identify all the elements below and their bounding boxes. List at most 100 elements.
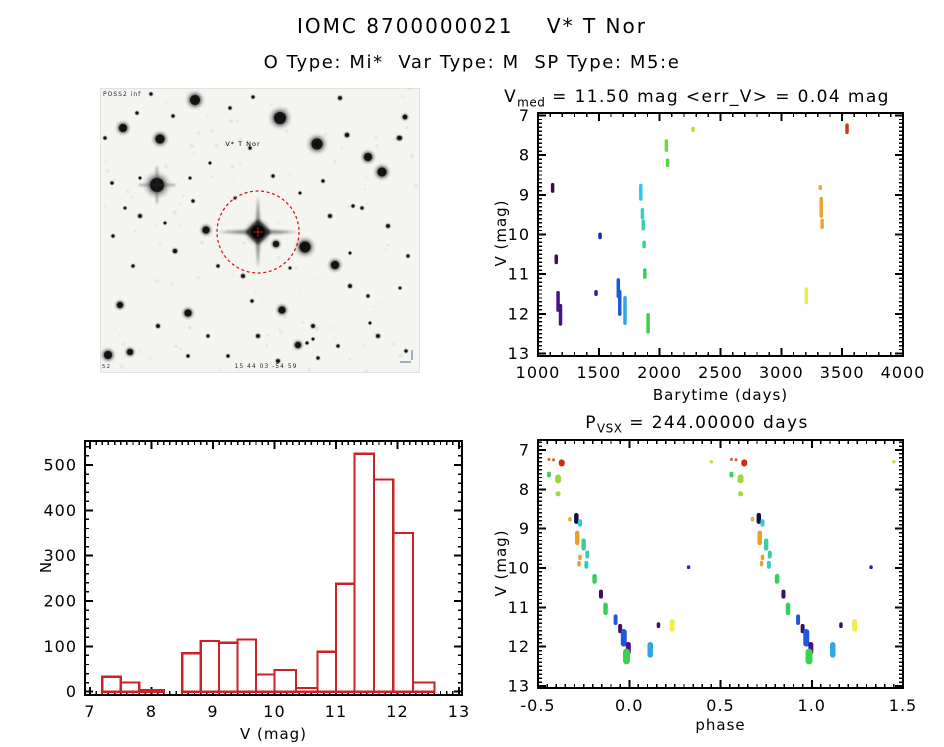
y-tick-label: 100 [43, 637, 77, 656]
y-tick-label: 10 [508, 558, 530, 577]
lightcurve-plot: 1000 1500 2000 2500 3000 3500 4000 7 8 9 10 11 12 13 [508, 106, 925, 382]
noise-speck [302, 217, 305, 220]
data-mark [603, 602, 608, 616]
star-core [138, 214, 142, 218]
noise-speck [407, 88, 413, 91]
noise-speck [266, 333, 270, 337]
noise-speck [210, 175, 214, 178]
y-tick-label: 9 [519, 519, 530, 538]
lightcurve-ylabel: V (mag) [492, 199, 510, 267]
data-mark [892, 460, 896, 464]
star-core [135, 111, 139, 115]
noise-speck [231, 180, 234, 183]
star-core [184, 309, 192, 317]
star-core [328, 214, 332, 218]
x-tick-label: 0.0 [615, 696, 643, 715]
y-tick-label: 10 [508, 225, 530, 244]
star-core [271, 174, 275, 178]
noise-speck [214, 143, 219, 148]
y-tick-label: 13 [508, 344, 530, 363]
star-core [149, 92, 153, 96]
star-core [360, 206, 364, 210]
star-core [278, 306, 286, 314]
noise-speck [366, 202, 369, 205]
noise-speck [287, 173, 292, 178]
star-core [256, 334, 260, 338]
star-core [156, 324, 160, 328]
data-mark [869, 565, 873, 570]
noise-speck [138, 349, 143, 354]
data-mark [767, 550, 772, 559]
x-tick-label: 1000 [516, 363, 561, 382]
y-tick-label: 11 [508, 265, 530, 284]
data-mark [555, 491, 561, 497]
noise-speck [254, 290, 257, 293]
star-core [131, 264, 135, 268]
data-mark [598, 232, 602, 240]
data-mark [577, 560, 581, 567]
star-core [171, 114, 175, 118]
data-mark [665, 158, 670, 168]
star-core [366, 294, 370, 298]
coord-label: 15 44 03 -54 59 [235, 363, 298, 370]
hist-bar [181, 652, 202, 693]
x-tick-label: 10 [263, 702, 285, 721]
star-core [311, 337, 315, 341]
data-mark [642, 240, 646, 249]
noise-speck [200, 240, 205, 245]
y-tick-label: 300 [43, 546, 77, 565]
data-mark [759, 560, 764, 567]
data-mark [647, 641, 653, 658]
star-core [216, 264, 220, 268]
data-mark [639, 183, 643, 201]
data-mark [558, 459, 565, 467]
noise-speck [209, 129, 214, 133]
y-tick-label: 9 [519, 185, 530, 204]
data-mark [585, 550, 590, 559]
star-core [241, 274, 245, 278]
data-mark [574, 530, 580, 546]
hist-bar [273, 668, 298, 693]
y-tick-label: 200 [43, 592, 77, 611]
lightcurve-xlabel: Barytime (days) [652, 386, 789, 404]
star-core [311, 138, 323, 150]
noise-speck [312, 224, 314, 227]
noise-speck [238, 137, 243, 141]
data-mark [804, 287, 809, 305]
data-mark [577, 519, 582, 527]
y-tick-label: 13 [508, 676, 530, 695]
data-mark [766, 560, 771, 569]
noise-speck [172, 210, 177, 215]
phase-plot: -0.5 0.0 0.5 1.0 1.5 7 8 9 10 11 12 13 [508, 439, 916, 715]
noise-speck [216, 316, 219, 319]
noise-speck [242, 241, 246, 245]
data-mark [852, 619, 858, 632]
data-mark [737, 474, 744, 484]
noise-speck [322, 320, 326, 324]
noise-speck [191, 151, 196, 155]
star-core [298, 191, 302, 195]
star-core [248, 146, 252, 150]
star-core [119, 124, 127, 132]
noise-speck [362, 343, 367, 348]
star-core [103, 136, 107, 140]
page-title: IOMC 8700000021 V* T Nor [297, 14, 647, 38]
hist-bar [101, 675, 122, 693]
noise-speck [363, 184, 366, 187]
lc-title-sub: med [517, 95, 546, 110]
data-mark [741, 459, 748, 467]
noise-speck [105, 169, 110, 173]
star-core [276, 359, 280, 363]
star-core [295, 342, 301, 348]
star-core [251, 95, 255, 99]
hist-bar [199, 639, 221, 693]
star-core [331, 261, 339, 269]
star-core [117, 302, 123, 308]
target-circle [216, 190, 300, 274]
data-mark [729, 457, 733, 462]
noise-speck [384, 247, 387, 251]
star-core [377, 167, 387, 177]
hist-bar [411, 681, 436, 693]
